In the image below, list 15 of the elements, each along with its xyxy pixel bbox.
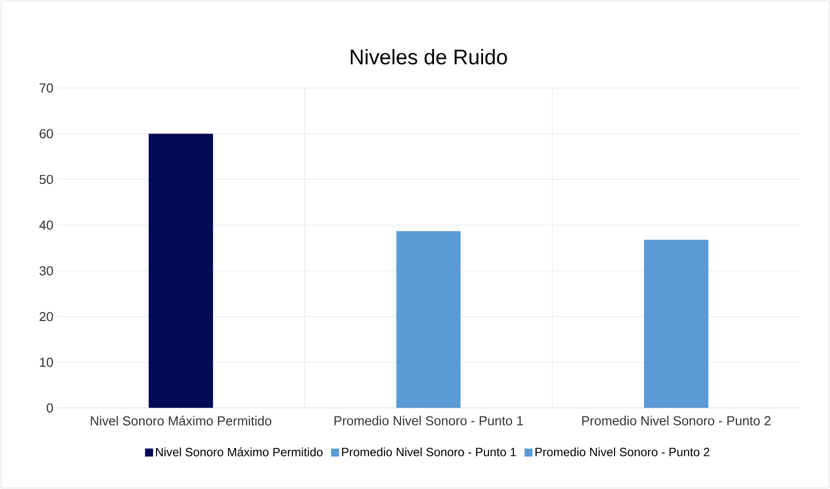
- y-tick-label: 60: [40, 129, 53, 138]
- y-tick-label: 50: [40, 174, 53, 184]
- y-tick-label: 40: [39, 220, 53, 230]
- x-tick-label: Nivel Sonoro Máximo Permitido: [90, 416, 272, 426]
- x-tick-label: Promedio Nivel Sonoro - Punto 2: [582, 416, 770, 426]
- y-tick-label: 30: [40, 266, 53, 276]
- chart-title: Niveles de Ruido: [350, 49, 507, 64]
- x-tick-label: Promedio Nivel Sonoro - Punto 1: [334, 416, 523, 426]
- y-tick-label: 20: [40, 312, 53, 322]
- y-tick-label: 10: [40, 358, 53, 367]
- legend-label: Promedio Nivel Sonoro - Punto 2: [536, 447, 710, 456]
- legend-label: Nivel Sonoro Máximo Permitido: [156, 447, 323, 456]
- y-tick-label: 70: [40, 83, 53, 93]
- y-tick-label: 0: [46, 403, 53, 413]
- legend-label: Promedio Nivel Sonoro - Punto 1: [342, 447, 516, 456]
